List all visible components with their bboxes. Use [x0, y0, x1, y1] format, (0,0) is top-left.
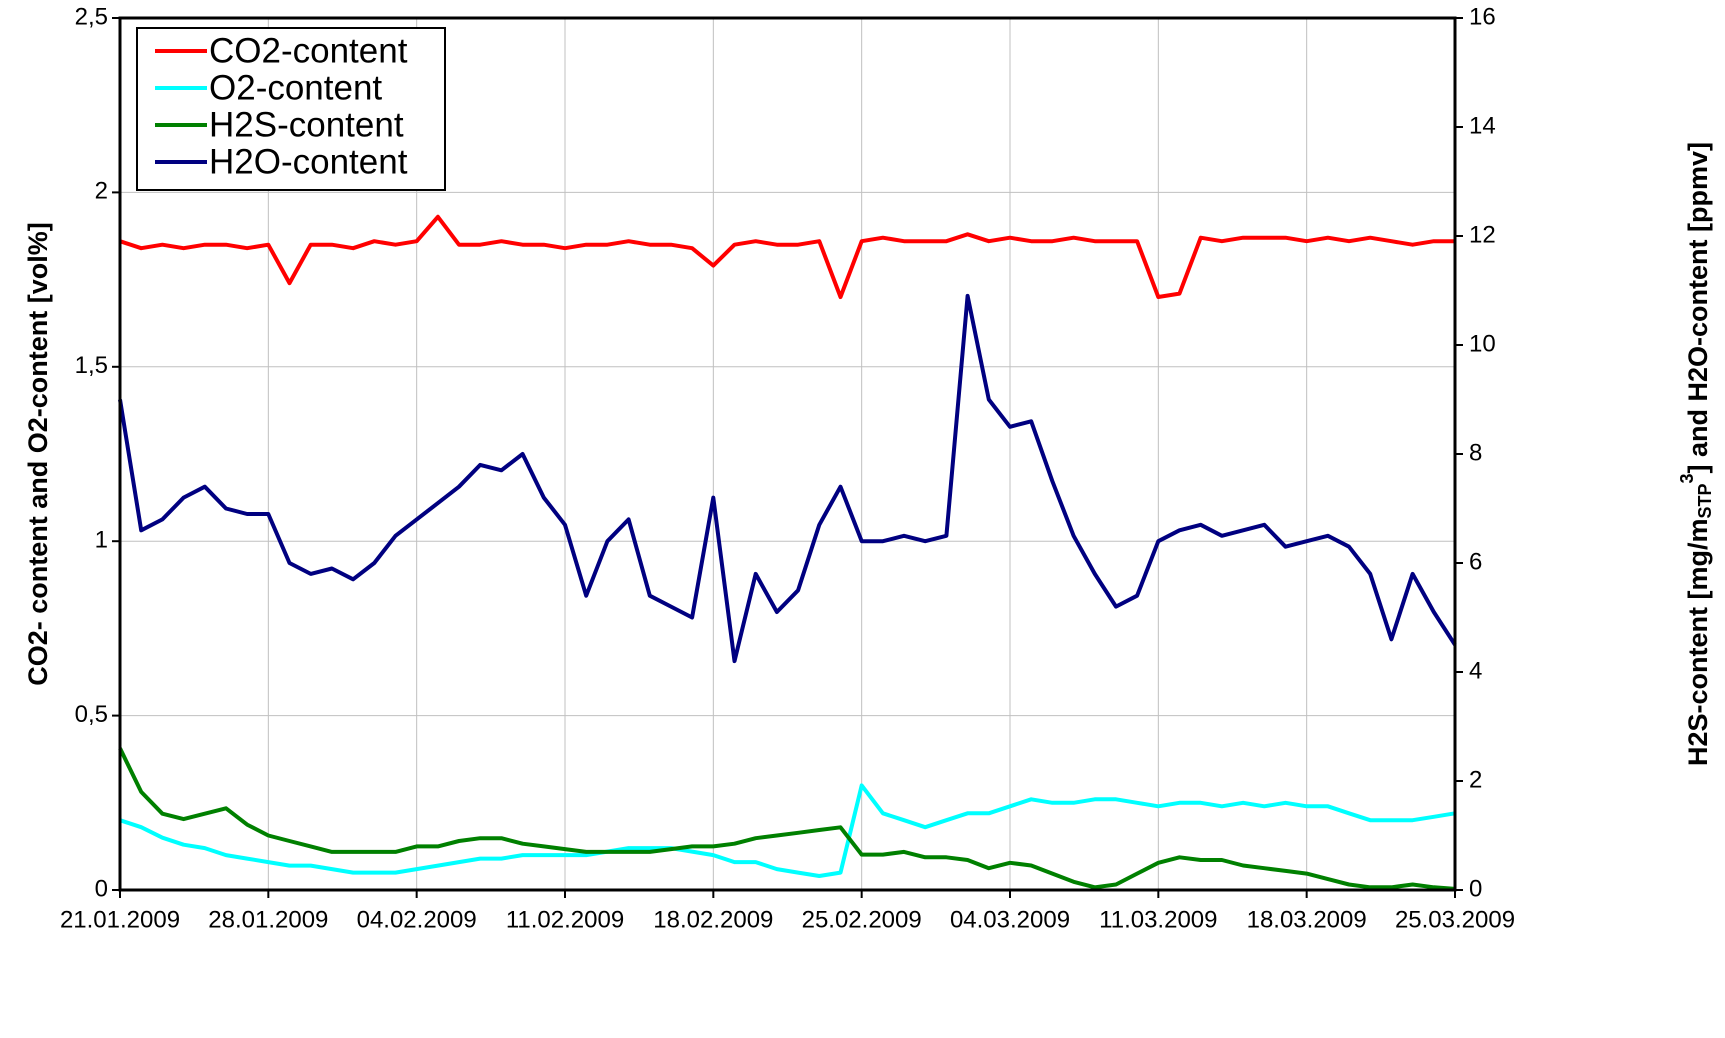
series-line [119, 214, 1455, 299]
x-tick-label: 18.02.2009 [653, 906, 773, 933]
series-line [119, 783, 1456, 878]
y2-tick-label: 14 [1469, 112, 1496, 139]
legend-label: CO2-content [209, 31, 408, 70]
y-tick-label: 0 [95, 875, 108, 902]
x-tick-label: 04.03.2009 [950, 906, 1070, 933]
y-axis-title: CO2- content and O2-content [vol%] [23, 222, 53, 686]
legend-label: O2-content [209, 68, 382, 107]
plot-frame [118, 16, 1457, 892]
y2-title-part: H2S-content [mg/m [1683, 519, 1713, 767]
y2-axis-title: H2S-content [mg/mSTP3] and H2O-content [… [1677, 142, 1715, 766]
x-tick-label: 18.03.2009 [1247, 906, 1367, 933]
y-tick-label: 1,5 [75, 352, 108, 379]
y-tick-label: 0,5 [75, 701, 108, 728]
y2-tick-label: 12 [1469, 221, 1496, 248]
legend-label: H2O-content [209, 142, 408, 181]
x-tick-label: 04.02.2009 [357, 906, 477, 933]
y2-title-sub: STP [1695, 483, 1715, 518]
y2-tick-label: 10 [1469, 330, 1496, 357]
y2-tick-label: 0 [1469, 875, 1482, 902]
y-tick-label: 1 [95, 527, 108, 554]
x-tick-label: 11.02.2009 [506, 906, 624, 933]
series-line [118, 293, 1457, 664]
x-tick-label: 28.01.2009 [208, 906, 328, 933]
legend-label: H2S-content [209, 105, 404, 144]
y-tick-label: 2 [95, 178, 108, 205]
legend-box [136, 27, 446, 191]
y2-tick-label: 6 [1469, 548, 1482, 575]
x-tick-label: 11.03.2009 [1099, 906, 1217, 933]
y-tick-label: 2,5 [75, 3, 108, 30]
x-tick-label: 21.01.2009 [60, 906, 180, 933]
x-tick-label: 25.03.2009 [1395, 906, 1515, 933]
y2-tick-label: 4 [1469, 657, 1482, 684]
y2-title-part: ] and H2O-content [ppmv] [1683, 142, 1713, 474]
y2-tick-label: 2 [1469, 766, 1482, 793]
y2-title-sup: 3 [1677, 473, 1697, 483]
legend: CO2-contentO2-contentH2S-contentH2O-cont… [136, 27, 446, 191]
series-line [118, 747, 1456, 891]
x-tick-label: 25.02.2009 [802, 906, 922, 933]
y2-tick-label: 8 [1469, 439, 1482, 466]
y2-tick-label: 16 [1469, 3, 1496, 30]
